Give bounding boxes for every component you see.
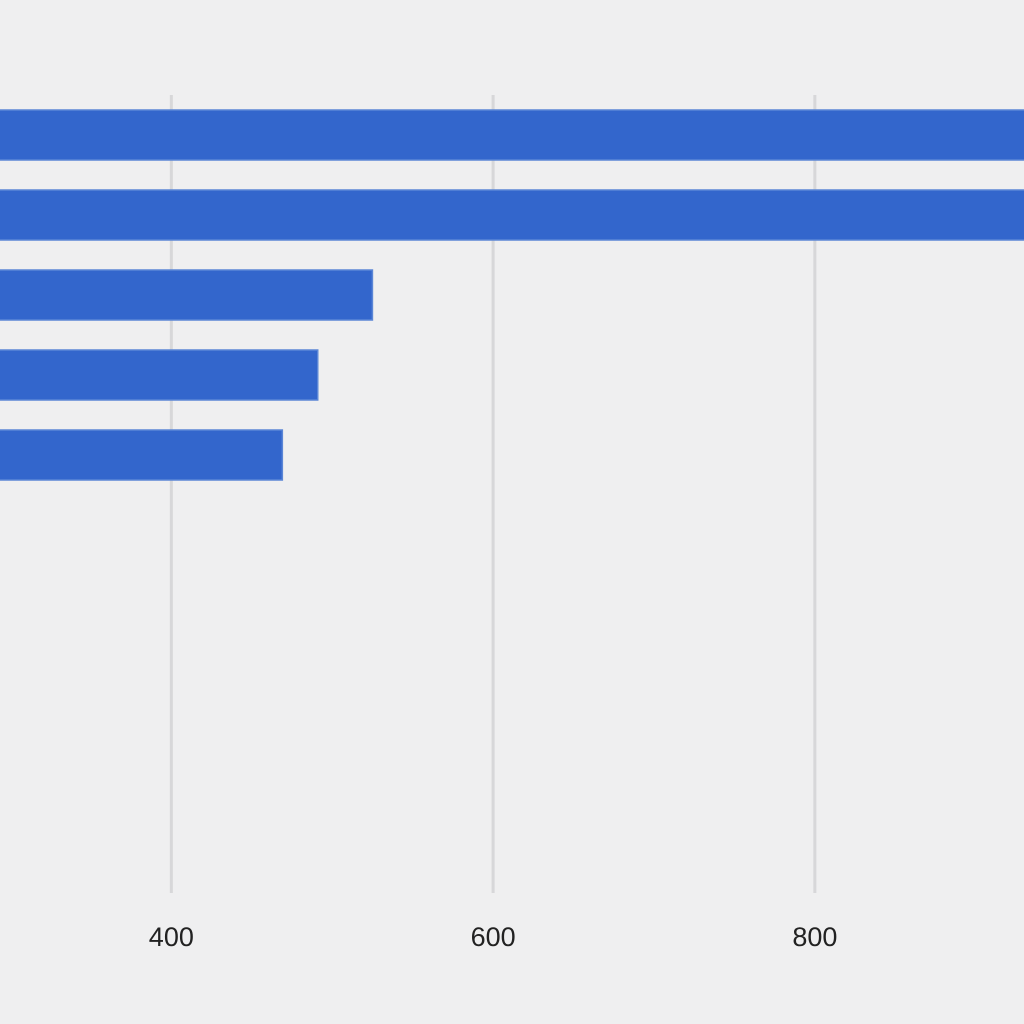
bar bbox=[0, 189, 1024, 241]
bar bbox=[0, 269, 374, 321]
x-tick-label: 800 bbox=[792, 922, 837, 952]
bar bbox=[0, 429, 284, 481]
bar bbox=[0, 349, 319, 401]
x-tick-label: 600 bbox=[471, 922, 516, 952]
bar bbox=[0, 109, 1024, 161]
x-tick-label: 400 bbox=[149, 922, 194, 952]
bars bbox=[0, 109, 1024, 481]
x-axis-ticks: 400 600 800 bbox=[149, 922, 838, 952]
